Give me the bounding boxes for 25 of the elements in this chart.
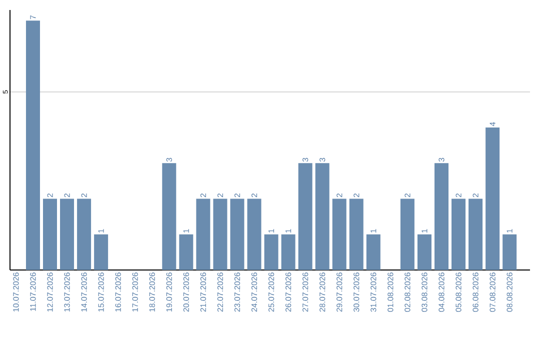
bar [230, 198, 244, 270]
bar [247, 198, 262, 270]
bar [349, 198, 364, 270]
bar [366, 234, 380, 270]
bar [26, 20, 40, 270]
bar [196, 198, 210, 270]
bar [162, 163, 176, 270]
bar [94, 234, 108, 270]
bar [400, 198, 414, 270]
bar [264, 234, 278, 270]
bar [417, 234, 432, 270]
bar [315, 163, 330, 270]
bar [60, 198, 74, 270]
bar [502, 234, 517, 270]
bar [213, 198, 228, 270]
bar [179, 234, 194, 270]
bar [298, 163, 312, 270]
bar [486, 128, 500, 270]
bar [332, 198, 346, 270]
bar [452, 198, 466, 270]
bar [434, 163, 448, 270]
bar [43, 198, 57, 270]
bar [281, 234, 296, 270]
bar [77, 198, 92, 270]
bar [468, 198, 483, 270]
